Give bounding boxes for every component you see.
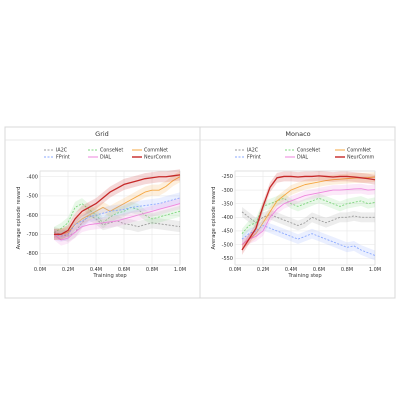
y-tick-label: -300 [222,188,233,194]
chart-monaco: Monaco -250 -300 -350 -400 -450 -500 -550 0.0M 0.… [211,130,381,279]
series-line-neurcomm [54,174,181,235]
x-tick-label: 0.8M [341,267,353,273]
legend-label-commnet: CommNet [144,148,168,154]
y-tick-label: -700 [27,232,38,238]
x-axis-label: Training step [92,273,127,279]
x-tick-label: 1.0M [174,267,186,273]
x-axis-label: Training step [287,273,322,279]
y-axis-label: Average episode reward [211,187,217,250]
x-tick-label: 0.0M [34,267,46,273]
series-band-commnet [54,171,180,240]
legend-label-fprint: FPrint [247,155,261,161]
x-tick-label: 0.2M [257,267,269,273]
legend-label-dial: DIAL [297,155,308,161]
y-tick-label: -600 [27,213,38,219]
y-tick-label: -450 [222,229,233,235]
series-line-commnet [241,176,376,245]
chart-grid: Grid -400 -500 -600 -700 -800 0.0M 0.2M 0.4M 0.6M… [16,130,186,279]
x-tick-label: 0.6M [313,267,325,273]
legend-label-consenet: ConseNet [100,148,123,154]
x-tick-label: 0.0M [229,267,241,273]
plot-area [39,170,181,266]
y-tick-label: -400 [222,215,233,221]
legend-label-ia2c: IA2C [247,148,259,154]
y-tick-label: -500 [27,194,38,200]
x-tick-label: 0.8M [146,267,158,273]
chart-title: Monaco [285,130,310,138]
legend-label-ia2c: IA2C [56,148,68,154]
y-tick-label: -800 [27,251,38,257]
legend-label-dial: DIAL [100,155,111,161]
series-band-ia2c [242,206,375,231]
series-band-fprint [242,220,375,261]
series-band-neurcomm [242,171,375,255]
legend-label-neurcomm: NeurComm [347,155,375,161]
series-band-dial [242,183,375,250]
series-band-consenet [242,193,375,239]
series-band-consenet [54,198,180,238]
x-tick-label: 0.4M [285,267,297,273]
x-tick-label: 0.2M [62,267,74,273]
series-line-neurcomm [241,175,376,251]
series-line-fprint [241,225,376,256]
y-tick-label: -400 [27,174,38,180]
y-tick-label: -250 [222,174,233,180]
legend-label-commnet: CommNet [347,148,371,154]
chart-title: Grid [95,130,109,138]
series-line-dial [241,188,376,245]
series-line-ia2c [241,211,375,226]
x-tick-label: 1.0M [369,267,381,273]
series-line-dial [53,203,181,241]
series-line-consenet [53,203,181,233]
y-tick-label: -500 [222,242,233,248]
series-band-dial [54,198,180,246]
legend-label-consenet: ConseNet [297,148,320,154]
y-tick-label: -550 [222,256,233,262]
x-tick-label: 0.6M [118,267,130,273]
series-line-fprint [53,197,181,237]
series-line-consenet [241,197,376,234]
y-axis-label: Average episode reward [16,187,22,250]
legend-label-fprint: FPrint [56,155,70,161]
x-tick-label: 0.4M [90,267,102,273]
series-band-ia2c [54,209,180,242]
legend-label-neurcomm: NeurComm [144,155,172,161]
series-band-commnet [242,172,375,250]
y-tick-label: -350 [222,201,233,207]
